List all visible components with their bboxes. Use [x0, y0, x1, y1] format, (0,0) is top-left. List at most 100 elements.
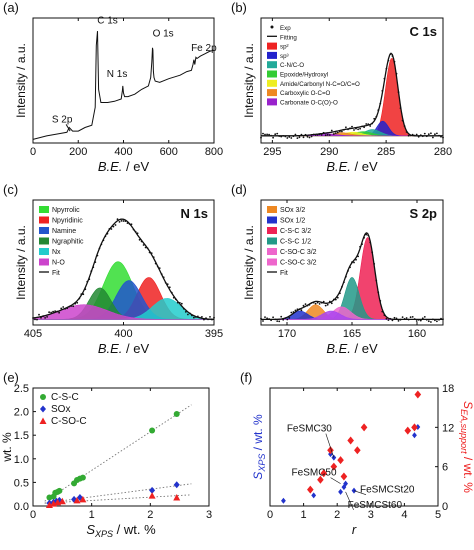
experimental-point [162, 276, 165, 279]
experimental-point [306, 135, 309, 138]
panel-label: (c) [3, 182, 18, 197]
legend-label: Fit [280, 270, 288, 277]
legend-swatch [39, 258, 49, 266]
experimental-point [126, 222, 129, 225]
experimental-point [88, 278, 91, 281]
experimental-point [421, 135, 424, 138]
experimental-point [359, 245, 361, 248]
experimental-point [144, 246, 147, 249]
experimental-point [50, 311, 52, 314]
experimental-point [334, 132, 337, 135]
x-axis-label-rest: / eV [351, 159, 378, 174]
experimental-point [389, 53, 392, 55]
experimental-point [399, 107, 402, 109]
experimental-point [355, 127, 357, 130]
x-axis-label-main: B.E. [98, 341, 123, 356]
experimental-point [332, 133, 335, 135]
experimental-point [270, 319, 272, 322]
data-point [347, 436, 354, 445]
legend-marker [39, 417, 47, 424]
experimental-point [282, 135, 285, 137]
legend-swatch [267, 89, 277, 97]
legend-swatch [39, 248, 49, 255]
x-axis-label-main: B.E. [326, 159, 351, 174]
experimental-point [106, 232, 109, 235]
panel-d: 170 165 160 S 2p SOx 3/2 SOx 1/2 C-S-C 3/2 C-S-… [231, 182, 444, 356]
experimental-point [136, 232, 139, 235]
data-point [58, 497, 66, 505]
experimental-point [401, 119, 404, 122]
legend-label: N-O [52, 260, 65, 267]
data-point [173, 481, 180, 489]
experimental-point [308, 303, 311, 306]
data-point [173, 410, 180, 417]
experimental-point [365, 233, 368, 236]
legend-marker [40, 405, 46, 413]
legend-swatch [39, 216, 49, 224]
data-point [79, 474, 86, 481]
experimental-point [298, 308, 301, 311]
annotation-leader [353, 490, 367, 495]
experimental-point [264, 316, 266, 318]
experimental-point [419, 319, 422, 322]
y-axis-label-left-sub: XPS [257, 454, 267, 473]
x-tick-label: 4 [401, 509, 407, 521]
experimental-point [373, 117, 376, 120]
experimental-point [40, 316, 42, 319]
experimental-point [427, 133, 430, 136]
experimental-point [405, 131, 408, 133]
legend-swatch [267, 70, 277, 78]
legend-label: SOx [51, 404, 70, 415]
x-tick-label: 3 [206, 509, 212, 521]
legend-label: C-S-C 1/2 [280, 239, 311, 246]
x-tick-label: 1 [301, 509, 307, 521]
x-tick-label: 2 [334, 509, 340, 521]
legend-label: C-SO-C 3/2 [280, 249, 317, 256]
experimental-point [44, 317, 46, 319]
experimental-point [397, 91, 400, 93]
legend-swatch [267, 237, 277, 245]
x-axis-label: B.E. / eV [98, 341, 150, 356]
experimental-point [336, 296, 339, 299]
experimental-point [393, 316, 396, 319]
experimental-point [385, 317, 388, 320]
x-axis-label-sub: XPS [94, 529, 113, 539]
experimental-point [268, 133, 270, 136]
experimental-point [440, 135, 442, 138]
experimental-point [409, 134, 412, 137]
experimental-point [292, 311, 295, 313]
experimental-point [395, 317, 398, 320]
x-tick-label: 200 [69, 146, 87, 158]
experimental-point [90, 270, 93, 272]
legend-swatch [267, 227, 277, 234]
x-axis-label: B.E. / eV [326, 159, 378, 174]
experimental-point [403, 318, 406, 320]
experimental-point [312, 133, 315, 136]
legend-swatch [267, 206, 277, 213]
x-tick-label: 285 [377, 146, 395, 158]
x-tick-label: 170 [278, 328, 296, 340]
annotation-leader [345, 491, 354, 510]
experimental-point [387, 319, 390, 321]
experimental-point [423, 132, 426, 135]
experimental-point [68, 305, 71, 308]
experimental-point [197, 315, 199, 318]
legend-swatch [267, 42, 277, 50]
experimental-point [369, 125, 372, 127]
experimental-point [296, 137, 299, 140]
experimental-point [330, 129, 333, 132]
panel-label: (a) [3, 0, 19, 15]
experimental-point [407, 318, 410, 321]
experimental-point [193, 316, 195, 319]
legend-label: sp² [280, 44, 289, 51]
experimental-point [363, 236, 365, 239]
legend-swatch [267, 258, 277, 266]
experimental-point [272, 136, 274, 139]
experimental-point [132, 228, 135, 231]
experimental-point [160, 273, 163, 275]
experimental-point [387, 59, 390, 62]
experimental-point [138, 238, 141, 241]
experimental-point [288, 317, 291, 319]
experimental-point [363, 126, 365, 129]
experimental-point [78, 297, 81, 300]
